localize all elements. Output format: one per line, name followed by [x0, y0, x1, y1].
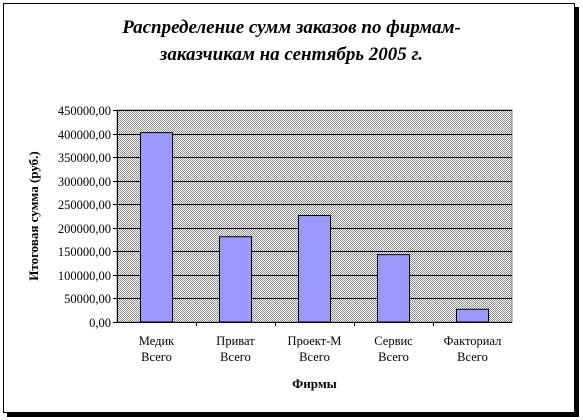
x-tick-label: Всего [457, 350, 488, 364]
bar [456, 308, 489, 323]
y-tick-label: 150000,00 [58, 245, 111, 259]
x-tick-label: Проект-М [288, 334, 342, 348]
y-tick-label: 250000,00 [58, 198, 111, 212]
y-tick-label: 450000,00 [58, 104, 111, 118]
y-tick-label: 350000,00 [58, 151, 111, 165]
bar [377, 254, 410, 323]
y-tick-label: 0,00 [89, 316, 111, 330]
bar [140, 132, 173, 323]
plot-area: 0,00 50000,00 100000,00 150000,00 200000,00 2… [58, 104, 513, 364]
x-tick-label: Факториал [444, 334, 502, 348]
chart-title-line2: заказчикам на сентябрь 2005 г. [159, 44, 424, 65]
x-tick-label: Приват [216, 334, 255, 348]
x-tick-label: Медик [139, 334, 175, 348]
y-tick-label: 400000,00 [58, 128, 111, 142]
x-tick-label: Всего [378, 350, 409, 364]
bar [298, 215, 331, 323]
chart-title-line1: Распределение сумм заказов по фирмам- [122, 17, 461, 38]
x-tick-label: Сервис [374, 334, 413, 348]
y-axis-title: Итоговая сумма (руб.) [26, 151, 41, 280]
chart-title: Распределение сумм заказов по фирмам- за… [0, 14, 583, 68]
y-tick-label: 300000,00 [58, 175, 111, 189]
x-tick-label: Всего [141, 350, 172, 364]
x-tick-label: Всего [220, 350, 251, 364]
y-tick-label: 100000,00 [58, 269, 111, 283]
bar [219, 236, 252, 323]
x-tick-label: Всего [299, 350, 330, 364]
y-tick-label: 50000,00 [64, 292, 111, 306]
y-tick-label: 200000,00 [58, 222, 111, 236]
x-axis-title: Фирмы [292, 376, 337, 391]
